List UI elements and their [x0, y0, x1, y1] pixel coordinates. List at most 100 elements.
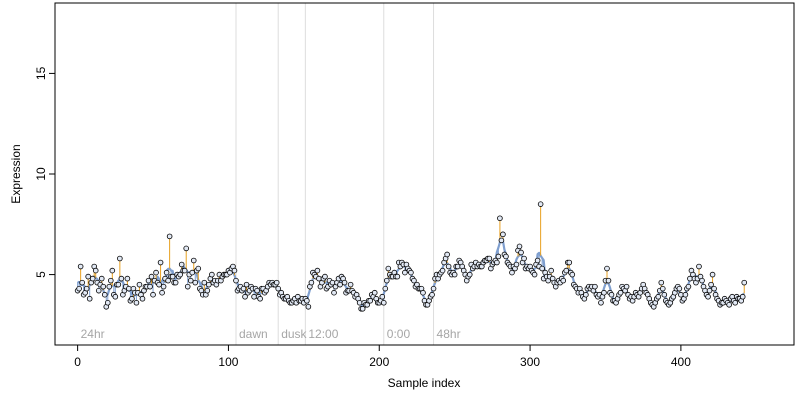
data-point — [129, 295, 135, 302]
data-point — [181, 267, 188, 274]
data-point — [494, 259, 500, 266]
data-point — [159, 289, 165, 296]
data-point — [163, 269, 170, 276]
data-point — [101, 291, 108, 298]
data-point — [444, 251, 450, 258]
data-point — [206, 281, 212, 288]
data-point — [83, 285, 90, 292]
data-point — [534, 257, 541, 264]
data-point — [382, 285, 389, 292]
data-point — [655, 293, 662, 300]
data-point — [486, 255, 493, 262]
data-point — [451, 271, 458, 278]
data-point — [623, 283, 630, 290]
data-point — [466, 271, 473, 278]
data-point — [166, 233, 173, 240]
data-point — [709, 271, 716, 278]
data-point — [359, 305, 366, 312]
data-point — [77, 263, 84, 270]
x-tick-label: 300 — [520, 355, 540, 369]
data-point — [204, 287, 211, 294]
x-tick-label: 0 — [74, 355, 81, 369]
data-points — [74, 201, 748, 312]
segment-label: 0:00 — [387, 327, 411, 341]
data-point — [617, 289, 624, 296]
data-point — [367, 297, 374, 304]
data-point — [705, 293, 711, 300]
data-point — [169, 273, 176, 280]
data-point — [100, 283, 107, 290]
data-point — [706, 287, 713, 294]
data-point — [139, 295, 146, 302]
data-point — [739, 293, 746, 300]
data-point — [189, 269, 196, 276]
data-point — [257, 295, 263, 302]
data-point — [548, 267, 554, 274]
data-point — [685, 283, 692, 290]
data-point — [495, 253, 502, 260]
data-point — [242, 293, 248, 300]
data-point — [379, 293, 386, 300]
segment-label: dusk — [281, 327, 307, 341]
y-tick-label: 15 — [34, 66, 48, 80]
data-point — [726, 301, 732, 308]
data-point — [147, 283, 153, 290]
data-point — [156, 281, 162, 288]
data-point — [201, 279, 208, 286]
x-axis-label: Sample index — [388, 376, 461, 390]
data-point — [539, 265, 545, 272]
data-point — [157, 259, 164, 266]
segment-label: 24hr — [81, 327, 105, 341]
data-point — [503, 253, 509, 260]
x-tick-label: 200 — [369, 355, 389, 369]
data-point — [305, 303, 312, 310]
data-point — [331, 289, 337, 296]
data-point — [108, 277, 114, 284]
data-point — [498, 237, 505, 244]
data-point — [172, 279, 179, 286]
data-point — [659, 285, 666, 292]
data-point — [117, 255, 123, 262]
data-point — [583, 291, 589, 298]
data-point — [356, 299, 363, 306]
data-point — [385, 265, 392, 272]
data-point — [371, 289, 378, 296]
data-point — [592, 283, 598, 290]
data-point — [658, 279, 665, 286]
data-point — [233, 277, 239, 284]
segment-labels: 24hr dawn dusk 12:00 0:00 48hr — [81, 327, 461, 341]
segment-label: dawn — [239, 327, 268, 341]
data-point — [605, 277, 612, 284]
data-point — [661, 291, 668, 298]
data-point — [86, 295, 93, 302]
segment-label: 48hr — [437, 327, 461, 341]
data-point — [254, 287, 260, 294]
data-point — [148, 273, 155, 280]
data-point — [439, 267, 446, 274]
data-point — [566, 259, 573, 266]
data-point — [497, 215, 503, 222]
data-point — [184, 283, 191, 290]
data-point — [195, 265, 202, 272]
data-point — [516, 243, 523, 250]
data-point — [112, 293, 119, 300]
data-point — [275, 285, 282, 292]
data-point — [563, 267, 570, 274]
data-point — [408, 269, 414, 276]
data-point — [341, 279, 348, 286]
data-point — [190, 257, 197, 264]
data-point — [569, 271, 576, 278]
data-point — [383, 277, 390, 284]
data-point — [89, 275, 96, 282]
y-axis: 5 10 15 — [34, 66, 55, 278]
data-point — [231, 267, 238, 274]
data-point — [209, 271, 215, 278]
data-point — [115, 281, 122, 288]
data-point — [429, 291, 435, 298]
x-tick-label: 100 — [218, 355, 238, 369]
data-point — [531, 271, 538, 278]
data-point — [95, 287, 102, 294]
data-point — [106, 283, 113, 290]
data-point — [521, 255, 527, 262]
